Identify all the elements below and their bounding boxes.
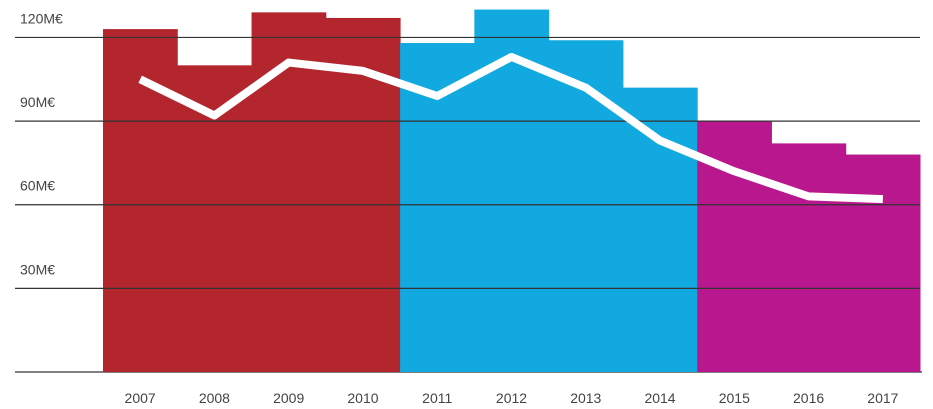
bar	[103, 29, 178, 372]
bar	[251, 12, 327, 372]
y-tick-label: 60M€	[20, 178, 55, 194]
x-tick-label: 2009	[273, 390, 304, 406]
y-tick-label: 90M€	[20, 94, 55, 110]
line	[138, 52, 884, 204]
y-tick-label: 30M€	[20, 261, 55, 277]
bar	[622, 87, 698, 373]
x-tick-label: 2008	[199, 390, 230, 406]
x-tick-label: 2013	[570, 390, 601, 406]
x-tick-label: 2012	[496, 390, 527, 406]
bar	[845, 154, 921, 372]
x-tick-label: 2015	[719, 390, 750, 406]
bar	[771, 143, 847, 372]
x-tick-label: 2010	[347, 390, 378, 406]
y-tick-label: 120M€	[20, 10, 63, 26]
x-tick-label: 2017	[867, 390, 898, 406]
x-tick-label: 2011	[422, 390, 452, 406]
bar	[548, 40, 624, 372]
x-tick-label: 2007	[125, 390, 156, 406]
x-tick-label: 2014	[644, 390, 675, 406]
x-tick-label: 2016	[793, 390, 824, 406]
